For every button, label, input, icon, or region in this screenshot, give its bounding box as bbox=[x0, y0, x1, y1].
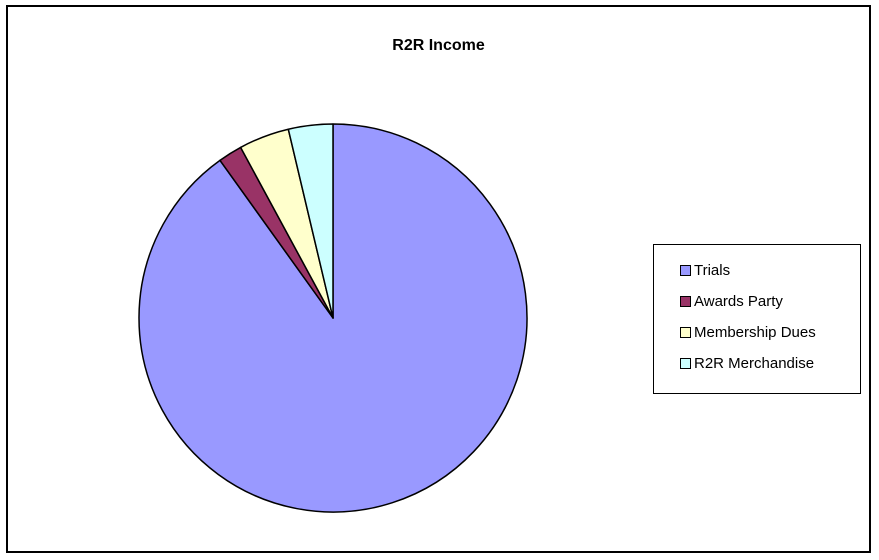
legend-label-trials: Trials bbox=[694, 262, 731, 279]
legend-label-awards-party: Awards Party bbox=[694, 293, 783, 310]
legend-swatch-awards-party bbox=[680, 296, 691, 307]
chart-area: R2R Income Trials Awards Party Membershi… bbox=[6, 5, 871, 553]
legend-swatch-membership-dues bbox=[680, 327, 691, 338]
pie-slice-r2r-merchandise bbox=[287, 123, 334, 319]
legend-item-trials: Trials bbox=[654, 255, 860, 286]
legend-item-r2r-merchandise: R2R Merchandise bbox=[654, 348, 860, 379]
legend-label-r2r-merchandise: R2R Merchandise bbox=[694, 355, 815, 372]
legend-label-membership-dues: Membership Dues bbox=[694, 324, 816, 341]
legend-item-awards-party: Awards Party bbox=[654, 286, 860, 317]
pie-chart bbox=[138, 123, 528, 513]
chart-title: R2R Income bbox=[392, 37, 485, 54]
legend-swatch-trials bbox=[680, 265, 691, 276]
legend-swatch-r2r-merchandise bbox=[680, 358, 691, 369]
legend-item-membership-dues: Membership Dues bbox=[654, 317, 860, 348]
legend: Trials Awards Party Membership Dues R2R … bbox=[653, 244, 861, 394]
